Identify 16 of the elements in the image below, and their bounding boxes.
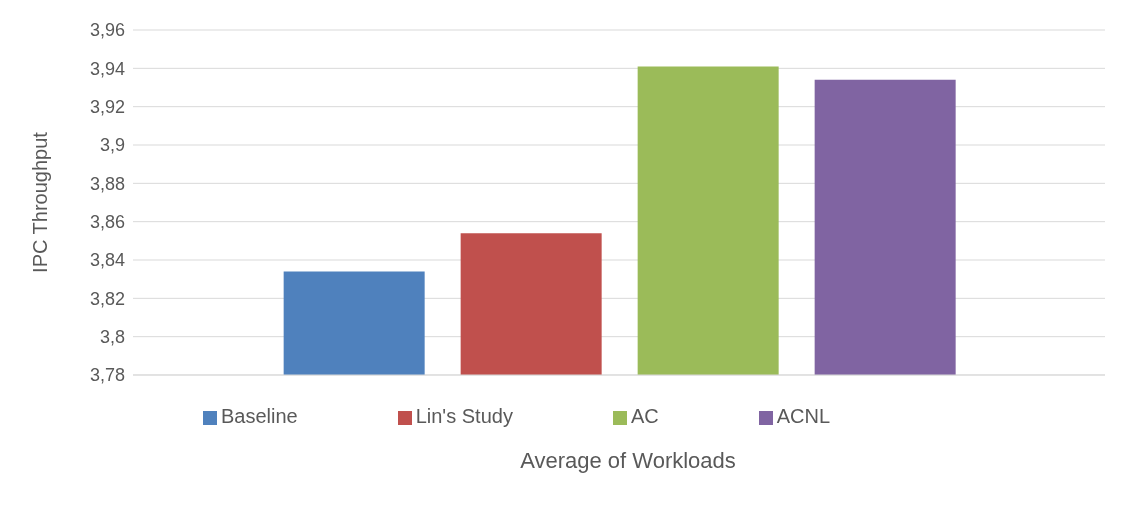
y-tick-label: 3,88 — [89, 173, 125, 194]
y-tick-label: 3,8 — [99, 327, 125, 348]
y-tick-label: 3,92 — [89, 97, 125, 118]
legend-label: Lin's Study — [415, 405, 513, 427]
x-axis-title: Average of Workloads — [519, 448, 737, 474]
y-tick-label: 3,86 — [89, 212, 125, 233]
y-tick-label: 3,96 — [89, 20, 125, 41]
legend-label: Baseline — [220, 405, 298, 427]
y-tick-label: 3,9 — [99, 135, 125, 156]
legend-label: AC — [630, 405, 659, 427]
y-axis-title: IPC Throughput — [29, 131, 52, 273]
y-tick-label: 3,94 — [89, 58, 125, 79]
y-tick-label: 3,78 — [89, 365, 125, 386]
y-tick-label: 3,84 — [89, 250, 125, 271]
legend-label: ACNL — [776, 405, 831, 427]
y-tick-label: 3,82 — [89, 288, 125, 309]
